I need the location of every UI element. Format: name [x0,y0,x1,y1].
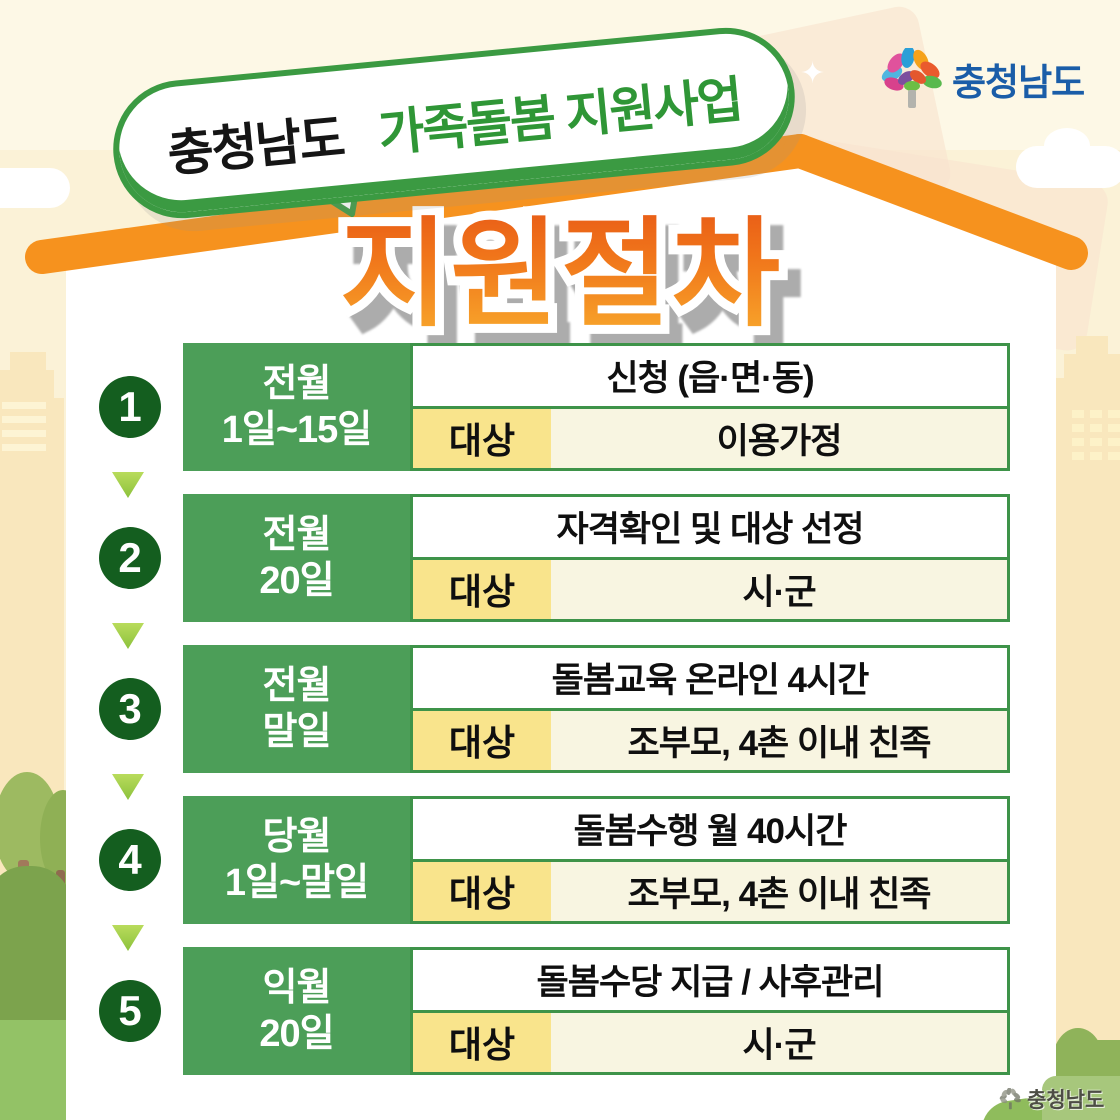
step-date-line1: 전월 [262,513,332,556]
step-date-line1: 전월 [262,664,332,707]
page-title-outline: 지원절차 [66,178,1056,350]
step-table: 돌봄수행 월 40시간 대상 조부모, 4촌 이내 친족 [410,796,1010,924]
bubble-text: 충청남도 가족돌봄 지원사업 [164,60,744,187]
building-window [1108,410,1120,418]
step-target-row: 대상 조부모, 4촌 이내 친족 [413,710,1007,770]
step-number-badge: 3 [99,678,161,740]
step-row-4: 4 당월 1일~말일 돌봄수행 월 40시간 대상 조부모, 4촌 이내 친족 [66,796,1056,924]
target-label: 대상 [413,710,551,770]
step-target-row: 대상 시·군 [413,559,1007,619]
building-window [1072,410,1084,418]
target-label: 대상 [413,559,551,619]
bubble-highlight: 가족돌봄 지원사업 [375,71,744,163]
building-window [2,402,46,409]
chungnam-logo: 충청남도 [878,48,1085,110]
step-date-line2: 1일~말일 [224,862,369,904]
step-table: 신청 (읍·면·동) 대상 이용가정 [410,343,1010,471]
building-window [1072,424,1084,432]
target-value: 이용가정 [551,408,1007,468]
chungnam-logo-icon [881,48,942,108]
cloud-icon [1016,128,1120,188]
target-label: 대상 [413,1012,551,1072]
cloud-icon [0,168,70,208]
corner-tree [1042,1076,1120,1120]
target-value: 조부모, 4촌 이내 친족 [551,710,1007,770]
step-date-line2: 20일 [259,1013,334,1055]
building-window [1108,424,1120,432]
building-window [1072,438,1084,446]
page-title-shadow: 지원절차 [80,196,1070,367]
bubble-prefix: 충청남도 [165,109,346,183]
page-title-text: 지원절차 [66,178,1056,349]
target-label: 대상 [413,861,551,921]
target-value: 시·군 [551,1012,1007,1072]
step-target-row: 대상 조부모, 4촌 이내 친족 [413,861,1007,921]
step-row-3: 3 전월 말일 돌봄교육 온라인 4시간 대상 조부모, 4촌 이내 친족 [66,645,1056,773]
target-value: 시·군 [551,559,1007,619]
step-table: 돌봄교육 온라인 4시간 대상 조부모, 4촌 이내 친족 [410,645,1010,773]
building-window [2,430,46,437]
step-action: 돌봄교육 온라인 4시간 [413,648,1007,711]
step-row-1: 1 전월 1일~15일 신청 (읍·면·동) 대상 이용가정 [66,343,1056,471]
watermark-text: 충청남도 [1027,1089,1105,1112]
building-window [2,444,46,451]
step-date: 전월 말일 [183,645,410,773]
left-building [10,352,46,374]
step-date-line2: 말일 [262,711,332,753]
step-date-line2: 1일~15일 [221,409,373,451]
step-date: 전월 1일~15일 [183,343,410,471]
step-table: 자격확인 및 대상 선정 대상 시·군 [410,494,1010,622]
right-building [1056,378,1120,1120]
step-action: 신청 (읍·면·동) [413,346,1007,409]
step-date-line2: 20일 [259,560,334,602]
step-number-badge: 4 [99,829,161,891]
step-number-badge: 5 [99,980,161,1042]
step-date-line1: 익월 [262,966,332,1009]
building-window [1090,452,1102,460]
building-window [2,416,46,423]
sparkle-icon: ✦ [800,57,826,90]
step-row-5: 5 익월 20일 돌봄수당 지급 / 사후관리 대상 시·군 [66,947,1056,1075]
step-action: 자격확인 및 대상 선정 [413,497,1007,560]
brand-logo-text: 충청남도 [952,62,1085,103]
step-target-row: 대상 시·군 [413,1012,1007,1072]
step-date: 당월 1일~말일 [183,796,410,924]
step-number-badge: 1 [99,376,161,438]
step-table: 돌봄수당 지급 / 사후관리 대상 시·군 [410,947,1010,1075]
step-action: 돌봄수당 지급 / 사후관리 [413,950,1007,1013]
building-window [1108,452,1120,460]
step-row-2: 2 전월 20일 자격확인 및 대상 선정 대상 시·군 [66,494,1056,622]
building-window [1108,438,1120,446]
target-label: 대상 [413,408,551,468]
page-title: 지원절차 지원절차 지원절차 [66,178,1056,367]
step-action: 돌봄수행 월 40시간 [413,799,1007,862]
watermark-logo-icon [999,1088,1021,1110]
step-date: 전월 20일 [183,494,410,622]
step-number-badge: 2 [99,527,161,589]
step-date-line1: 전월 [262,362,332,405]
step-date: 익월 20일 [183,947,410,1075]
footer-watermark: 충청남도 [998,1084,1104,1114]
building-window [1090,424,1102,432]
target-value: 조부모, 4촌 이내 친족 [551,861,1007,921]
step-date-line1: 당월 [262,815,332,858]
building-window [1072,452,1084,460]
building-window [1090,438,1102,446]
building-window [1090,410,1102,418]
grass [0,1020,66,1120]
step-target-row: 대상 이용가정 [413,408,1007,468]
right-building [1076,336,1108,358]
